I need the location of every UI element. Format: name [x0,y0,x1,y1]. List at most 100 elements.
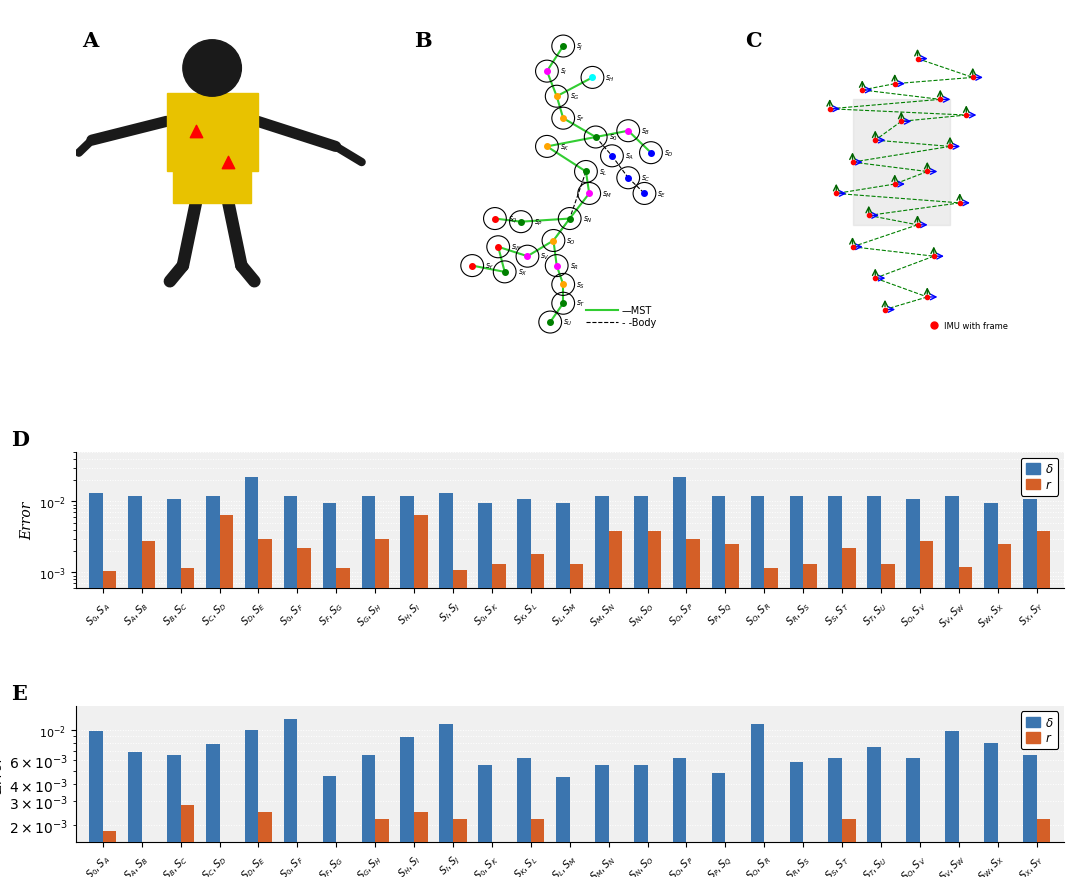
Bar [206,496,219,877]
Bar [401,738,414,877]
Legend: $\delta$, $r$: $\delta$, $r$ [1021,711,1058,749]
Bar [103,831,117,877]
Bar [90,731,103,877]
Text: A: A [82,32,98,51]
Bar [167,755,180,877]
Bar [1037,819,1050,877]
Bar [453,570,467,877]
Bar [258,812,272,877]
Bar [440,494,453,877]
Bar [1023,499,1037,877]
Text: $s_{D}$: $s_{D}$ [664,148,674,159]
Text: $s_{Y}$: $s_{Y}$ [485,261,495,272]
Bar [712,496,726,877]
Bar [517,758,530,877]
Bar [828,496,842,877]
Text: $s_{P}$: $s_{P}$ [534,217,543,228]
Bar [984,503,998,877]
Bar [648,855,661,877]
Text: $s_{A}$: $s_{A}$ [625,152,634,162]
Text: $s_{U}$: $s_{U}$ [563,317,573,328]
Bar [375,539,389,877]
Bar [103,571,117,877]
Bar [478,503,491,877]
Text: —MST: —MST [622,305,652,315]
Bar [173,166,252,203]
Text: B: B [414,32,431,51]
Bar [673,478,687,877]
Text: $s_{E}$: $s_{E}$ [658,189,666,199]
Text: $s_{T}$: $s_{T}$ [577,299,585,309]
Text: D: D [12,430,29,450]
Text: $s_{I}$: $s_{I}$ [559,67,567,77]
Text: $s_{C}$: $s_{C}$ [642,174,651,184]
Bar [751,496,765,877]
Bar [867,746,881,877]
Bar [712,774,726,877]
Bar [789,496,804,877]
Bar [362,496,375,877]
Bar [491,851,505,877]
Bar [336,568,350,877]
Text: $s_{N}$: $s_{N}$ [583,214,593,225]
Bar [1037,531,1050,877]
Bar [609,531,622,877]
Bar [530,555,544,877]
Bar [90,494,103,877]
Bar [789,762,804,877]
Bar [219,855,233,877]
Text: $s_{Q}$: $s_{Q}$ [508,214,518,225]
Text: $s_{B}$: $s_{B}$ [642,126,650,137]
Bar [401,496,414,877]
Bar [687,855,700,877]
Bar [804,855,816,877]
Bar [634,765,648,877]
Bar [297,548,311,877]
Bar [180,568,194,877]
Bar [945,731,959,877]
Bar [570,565,583,877]
Bar [167,499,180,877]
Text: $s_{R}$: $s_{R}$ [570,261,579,272]
Text: $s_{K}$: $s_{K}$ [559,142,570,153]
Bar [284,496,297,877]
Bar [751,724,765,877]
Polygon shape [852,100,950,225]
Point [219,156,237,170]
Bar [998,545,1011,877]
Bar [959,855,972,877]
Bar [634,496,648,877]
Bar [323,503,336,877]
Text: - -Body: - -Body [622,317,656,328]
Bar [453,819,467,877]
Bar [881,565,894,877]
Bar [530,819,544,877]
Bar [906,758,920,877]
Bar [166,94,258,172]
Bar [595,496,609,877]
Bar [556,777,570,877]
Bar [478,765,491,877]
Text: E: E [12,683,27,703]
Text: $s_{0}$: $s_{0}$ [609,132,618,143]
Y-axis label: Error: Error [21,502,35,539]
Text: $s_{L}$: $s_{L}$ [599,167,608,177]
Bar [375,819,389,877]
Bar [491,565,505,877]
Bar [945,496,959,877]
Bar [648,531,661,877]
Bar [556,503,570,877]
Bar [595,765,609,877]
Y-axis label: Error: Error [0,754,4,793]
Text: $s_{M}$: $s_{M}$ [603,189,612,199]
Bar [1023,755,1037,877]
Point [187,125,204,139]
Bar [129,496,141,877]
Bar [998,855,1011,877]
Text: $s_{O}$: $s_{O}$ [566,236,577,246]
Bar [219,515,233,877]
Bar [414,812,428,877]
Bar [323,775,336,877]
Bar [517,499,530,877]
Text: $s_{F}$: $s_{F}$ [577,114,585,125]
